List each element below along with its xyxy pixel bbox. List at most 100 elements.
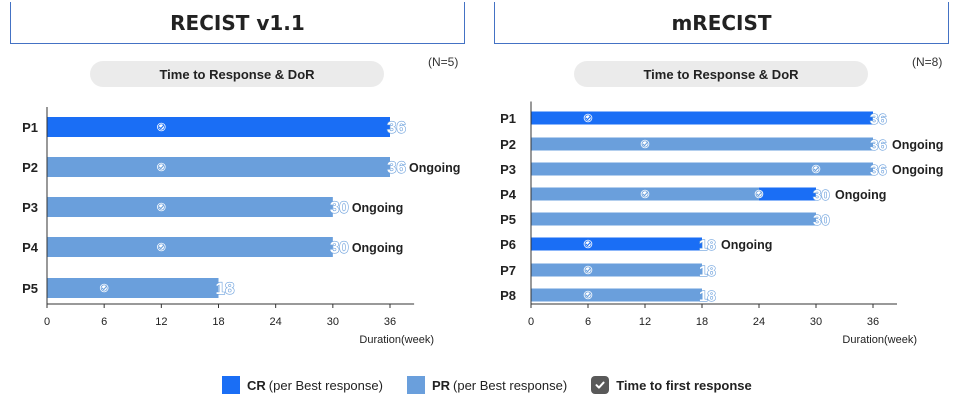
check-icon-ring [755, 190, 763, 198]
left-status-label: Ongoing [409, 161, 460, 175]
legend-label-cr-rest: (per Best response) [268, 377, 383, 393]
right-bar-p3 [531, 162, 873, 176]
right-x-tick-label: 6 [585, 316, 591, 328]
check-icon-mark [585, 242, 591, 247]
left-status-label: Ongoing [352, 241, 403, 255]
check-icon-ring [641, 140, 649, 148]
left-status-label: Ongoing [352, 201, 403, 215]
check-icon [583, 290, 593, 300]
right-bar-p2 [531, 137, 873, 151]
legend-label-marker: Time to first response [616, 377, 752, 393]
check-icon [99, 283, 109, 293]
right-x-tick-label: 18 [696, 316, 708, 328]
check-icon-mark [642, 192, 648, 197]
left-x-tick-label: 0 [44, 316, 50, 328]
right-value-label: 18 [699, 263, 716, 280]
check-icon-ring [812, 165, 820, 173]
check-icon-mark [756, 192, 762, 197]
legend: CR (per Best response) PR (per Best resp… [222, 375, 779, 395]
check-icon [157, 162, 166, 172]
right-bar-p8 [531, 288, 702, 302]
check-icon-mark [585, 268, 591, 273]
check-icon [583, 239, 593, 249]
legend-item-pr: PR (per Best response) [406, 376, 568, 394]
right-sample-size: (N=8) [912, 55, 943, 69]
check-icon [583, 113, 593, 123]
right-bar-p1 [531, 111, 873, 125]
check-icon [640, 189, 650, 199]
left-category-label: P3 [22, 200, 38, 215]
check-icon [754, 189, 764, 199]
check-icon-mark [585, 293, 591, 298]
left-bar-p4 [47, 237, 333, 257]
right-category-label: P8 [500, 288, 516, 303]
check-icon-ring [641, 190, 649, 198]
check-icon-mark [158, 205, 164, 210]
left-x-tick-label: 18 [212, 316, 224, 328]
right-x-axis-title: Duration(week) [842, 334, 917, 346]
left-category-label: P5 [22, 281, 38, 296]
left-bar-p1 [47, 117, 390, 137]
left-panel-header: RECIST v1.1 [10, 2, 465, 44]
left-x-tick-label: 36 [384, 316, 396, 328]
left-x-tick-label: 12 [155, 316, 167, 328]
left-x-tick-label: 6 [101, 316, 107, 328]
check-icon-ring [584, 291, 592, 299]
right-status-label: Ongoing [721, 238, 772, 252]
right-status-label: Ongoing [835, 188, 886, 202]
right-category-label: P4 [500, 187, 517, 202]
right-value-label: 18 [699, 237, 716, 254]
check-icon-ring [157, 163, 165, 171]
check-icon-mark [158, 245, 164, 250]
left-bar-p5 [47, 278, 219, 298]
check-icon-ring [100, 284, 108, 292]
legend-item-marker: Time to first response [591, 376, 755, 394]
right-category-label: P3 [500, 162, 516, 177]
check-icon-mark [158, 165, 164, 170]
left-x-axis-title: Duration(week) [359, 334, 434, 346]
left-bar-p2 [47, 157, 390, 177]
check-icon-mark [158, 125, 164, 130]
right-x-tick-label: 24 [753, 316, 765, 328]
legend-label-pr-rest: (per Best response) [453, 377, 568, 393]
check-icon-ring [584, 240, 592, 248]
right-panel-header: mRECIST [494, 2, 949, 44]
right-bar-cr-segment-p4 [759, 187, 816, 201]
left-category-label: P4 [22, 240, 39, 255]
right-value-label: 36 [870, 162, 887, 179]
check-icon [591, 376, 610, 394]
right-x-tick-label: 36 [867, 316, 879, 328]
right-chart-subtitle: Time to Response & DoR [574, 61, 868, 87]
right-status-label: Ongoing [892, 163, 943, 177]
check-icon [157, 242, 166, 252]
legend-swatch-pr [406, 376, 425, 394]
right-value-label: 36 [870, 137, 887, 154]
check-icon-mark [101, 286, 107, 291]
left-chart-subtitle: Time to Response & DoR [90, 61, 384, 87]
left-category-label: P1 [22, 120, 38, 135]
check-icon [640, 139, 650, 149]
right-bar-p6 [531, 237, 702, 251]
legend-label-cr-bold: CR [247, 377, 266, 393]
check-icon-mark [642, 142, 648, 147]
right-value-label: 18 [699, 288, 716, 305]
right-category-label: P1 [500, 111, 516, 126]
check-icon-mark [813, 167, 819, 172]
left-value-label: 18 [216, 279, 235, 298]
left-category-label: P2 [22, 160, 38, 175]
left-value-label: 36 [387, 158, 406, 177]
left-value-label: 30 [330, 238, 349, 257]
check-icon [157, 202, 166, 212]
right-category-label: P6 [500, 237, 516, 252]
left-bar-p3 [47, 197, 333, 217]
left-value-label: 36 [387, 118, 406, 137]
left-x-tick-label: 24 [270, 316, 282, 328]
right-x-tick-label: 30 [810, 316, 822, 328]
right-category-label: P7 [500, 263, 516, 278]
right-x-tick-label: 0 [528, 316, 534, 328]
legend-swatch-cr [222, 376, 240, 394]
left-value-label: 30 [330, 198, 349, 217]
legend-item-cr: CR (per Best response) [222, 376, 383, 394]
right-bar-p5 [531, 212, 816, 226]
left-sample-size: (N=5) [428, 55, 459, 69]
